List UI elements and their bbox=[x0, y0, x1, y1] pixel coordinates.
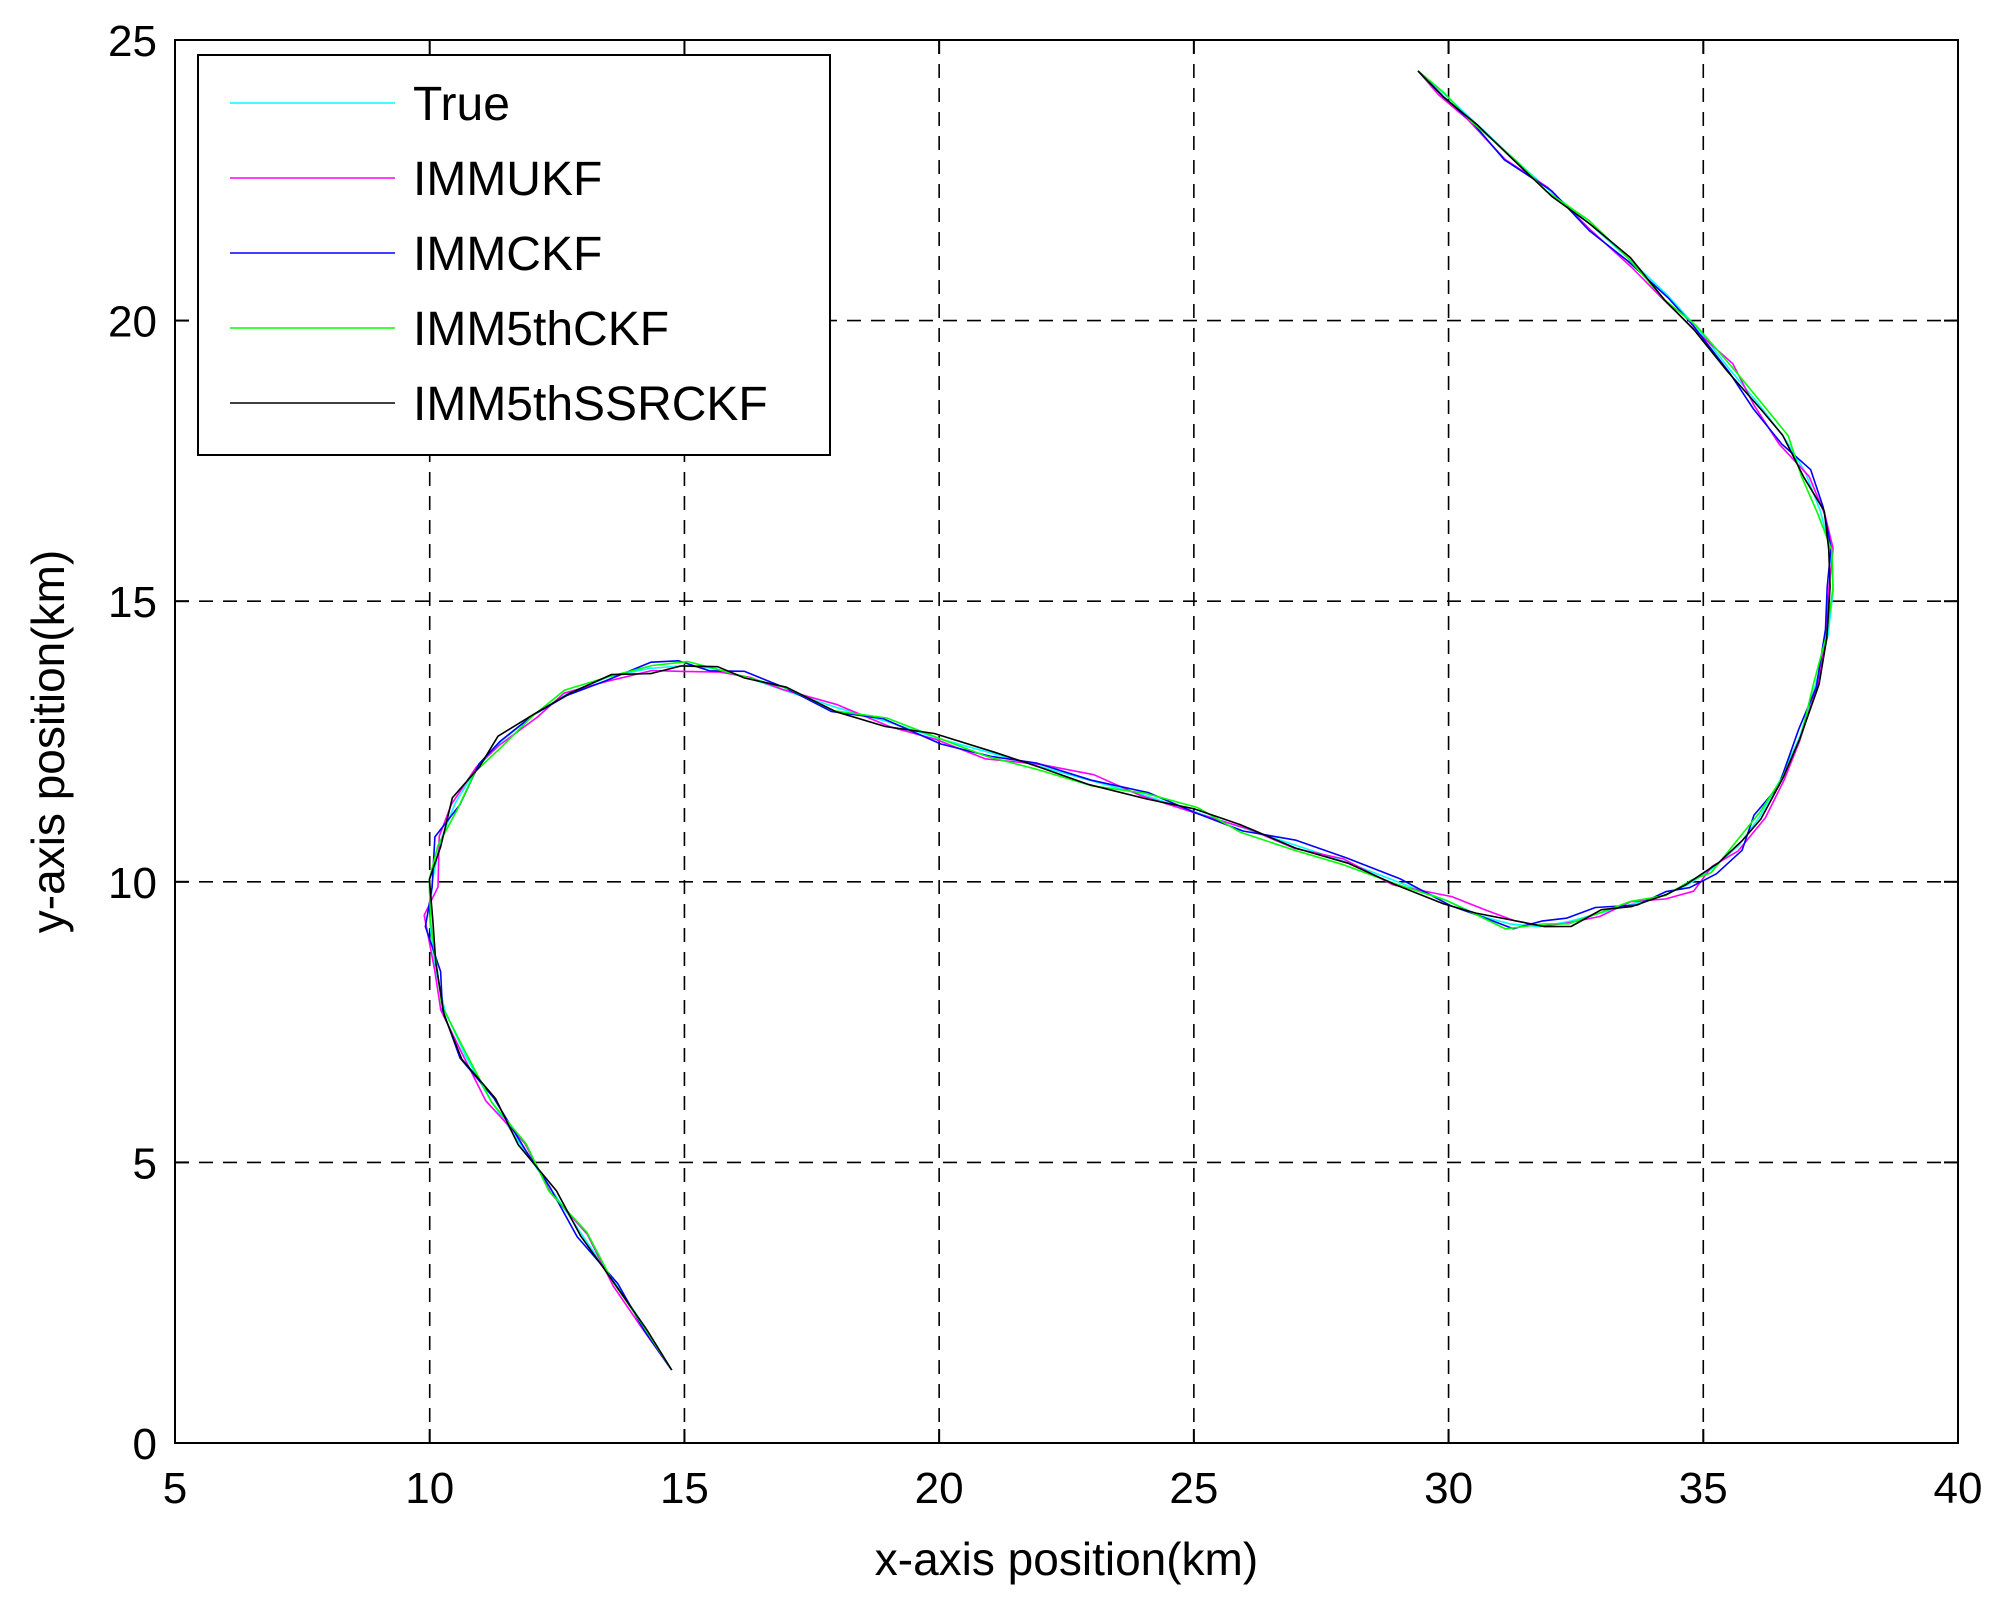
x-tick-label: 20 bbox=[915, 1464, 964, 1513]
x-tick-label: 25 bbox=[1169, 1464, 1218, 1513]
x-tick-label: 15 bbox=[660, 1464, 709, 1513]
series-line-immukf bbox=[423, 70, 1834, 1371]
y-tick-label: 25 bbox=[108, 17, 157, 66]
x-tick-label: 30 bbox=[1424, 1464, 1473, 1513]
legend-label: True bbox=[413, 78, 510, 131]
x-tick-label: 5 bbox=[163, 1464, 187, 1513]
y-tick-label: 20 bbox=[108, 298, 157, 347]
x-tick-labels: 5 10 15 20 25 30 35 40 bbox=[163, 1464, 1983, 1513]
series-line-immckf bbox=[424, 70, 1832, 1371]
legend-entry: IMMCKF bbox=[230, 228, 602, 281]
y-tick-label: 10 bbox=[108, 859, 157, 908]
series-line-imm5thssrckf bbox=[428, 70, 1831, 1371]
legend-label: IMMCKF bbox=[413, 228, 602, 281]
legend-entry: IMMUKF bbox=[230, 153, 602, 206]
legend-label: IMMUKF bbox=[413, 153, 602, 206]
legend-entry: True bbox=[230, 78, 510, 131]
y-tick-label: 5 bbox=[133, 1139, 157, 1188]
tick-layer bbox=[174, 39, 1959, 1444]
legend-items: True IMMUKF IMMCKF IMM5thCKF IMM5thSSRCKF bbox=[230, 78, 768, 431]
y-axis-title: y-axis position(km) bbox=[22, 550, 74, 933]
y-tick-label: 0 bbox=[133, 1420, 157, 1469]
legend-label: IMM5thSSRCKF bbox=[413, 378, 768, 431]
legend-box bbox=[197, 54, 831, 456]
legend: True IMMUKF IMMCKF IMM5thCKF IMM5thSSRCKF bbox=[197, 54, 831, 456]
legend-label: IMM5thCKF bbox=[413, 303, 669, 356]
plot-frame bbox=[174, 39, 1959, 1444]
series-layer bbox=[423, 70, 1834, 1371]
y-tick-labels: 0 5 10 15 20 25 bbox=[108, 17, 157, 1469]
y-tick-label: 15 bbox=[108, 578, 157, 627]
legend-entry: IMM5thCKF bbox=[230, 303, 669, 356]
x-tick-label: 35 bbox=[1679, 1464, 1728, 1513]
x-axis-title: x-axis position(km) bbox=[875, 1533, 1258, 1585]
x-tick-label: 10 bbox=[405, 1464, 454, 1513]
legend-entry: IMM5thSSRCKF bbox=[230, 378, 768, 431]
x-tick-label: 40 bbox=[1934, 1464, 1983, 1513]
